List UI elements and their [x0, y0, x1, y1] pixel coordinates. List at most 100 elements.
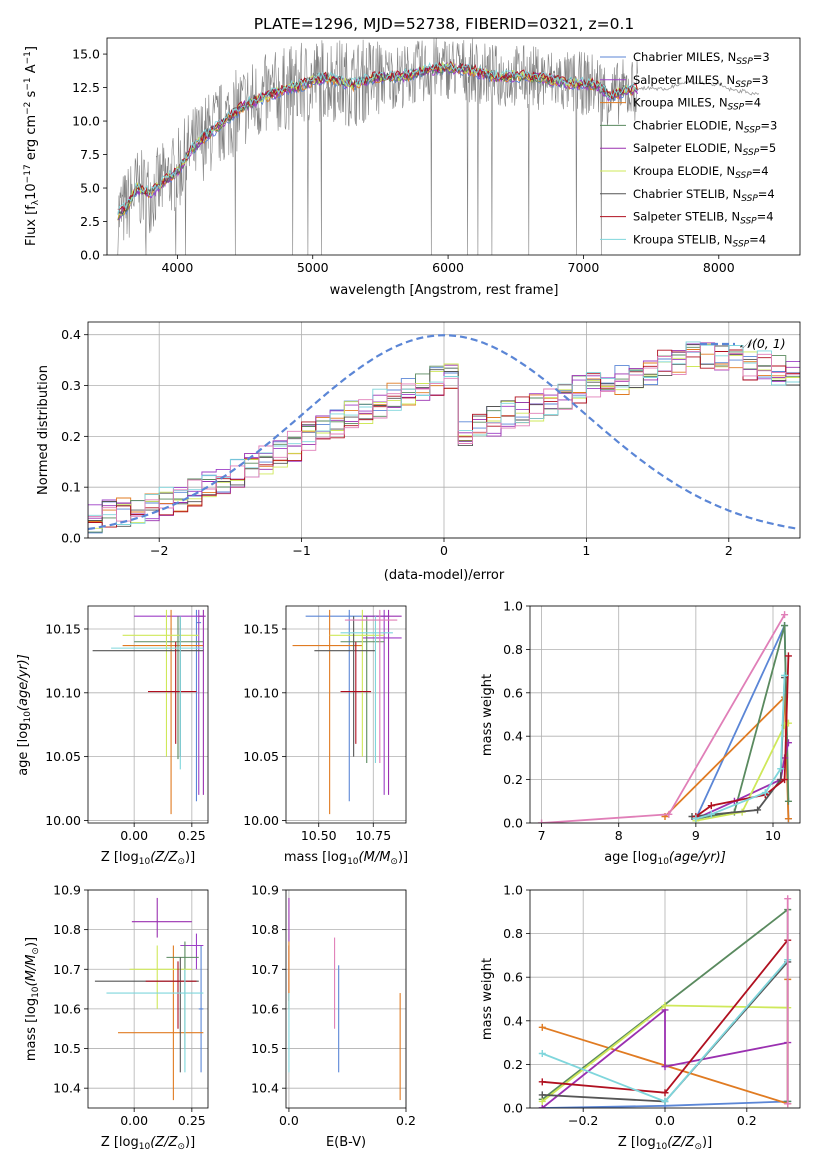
- chart-mass-vs-ebv: 0.0 0.2 10.4 10.5 10.6 10.7 10.8 10.9 E(B-V): [251, 883, 416, 1151]
- y-tick-label: 10.15: [243, 621, 279, 636]
- weight-marker: [781, 622, 789, 630]
- x-tick-label: 0.00: [120, 1113, 148, 1128]
- chart-age-vs-mass: 10.50 10.75 10.00 10.05 10.10 10.15 mass [log1…: [243, 605, 408, 867]
- x-axis-label: E(B-V): [326, 1135, 366, 1150]
- x-tick-label: 7: [538, 828, 546, 843]
- x-tick-label: −1: [292, 543, 310, 558]
- model-extension: [637, 80, 760, 96]
- y-tick-label: 10.6: [251, 1001, 279, 1016]
- x-axis-label: Z [log10(Z/Z⊙)]: [101, 1135, 195, 1152]
- x-axis-label: Z [log10(Z/Z⊙)]: [101, 850, 195, 867]
- weight-marker: [707, 810, 715, 818]
- axes-frame: [285, 889, 407, 1109]
- y-tick-label: 0.3: [61, 378, 81, 393]
- legend-entry: Kroupa STELIB, NSSP=4: [633, 232, 766, 249]
- weight-marker: [538, 1104, 546, 1108]
- weight-marker: [784, 797, 792, 805]
- axes-frame: [87, 889, 209, 1109]
- y-tick-label: 10.0: [72, 114, 100, 129]
- weight-marker: [784, 815, 792, 823]
- y-tick-label: 10.05: [45, 749, 81, 764]
- weight-marker: [665, 810, 673, 818]
- axes-frame: [106, 37, 801, 256]
- x-axis-label: Z [log10(Z/Z⊙)]: [618, 1135, 712, 1152]
- y-tick-label: 10.8: [53, 922, 81, 937]
- histogram-step: [88, 344, 800, 538]
- x-tick-label: 0.0: [655, 1113, 675, 1128]
- weight-series: [695, 675, 786, 820]
- y-tick-label: 0.0: [80, 248, 100, 263]
- plot-area: [94, 897, 204, 1101]
- weight-marker: [538, 1078, 546, 1086]
- x-tick-label: 8000: [703, 260, 735, 275]
- model-line: [117, 60, 639, 212]
- y-tick-label: 10.4: [53, 1081, 81, 1096]
- y-tick-label: 0.1: [61, 480, 81, 495]
- weight-marker: [781, 671, 789, 679]
- chart-weight-vs-Z: −0.2 0.0 0.2 0.0 0.2 0.4 0.6 0.8 1.0 Z [log10(Z/Z…: [480, 883, 801, 1152]
- y-tick-label: 0.2: [503, 1057, 523, 1072]
- observed-spectrum: [117, 38, 638, 255]
- y-tick-label: 0.0: [503, 1101, 523, 1116]
- x-tick-label: 0.25: [178, 1113, 206, 1128]
- weight-marker: [661, 1089, 669, 1097]
- weight-marker: [707, 802, 715, 810]
- y-tick-label: 0.4: [503, 1013, 523, 1028]
- weight-marker: [781, 776, 789, 784]
- plot-area: [538, 895, 792, 1108]
- histogram-step: [88, 342, 800, 538]
- x-tick-label: 0.25: [178, 828, 206, 843]
- y-tick-label: 5.0: [80, 181, 100, 196]
- legend-entry: Kroupa ELODIE, NSSP=4: [633, 164, 769, 181]
- x-tick-label: 1: [582, 543, 590, 558]
- x-tick-label: 2: [725, 543, 733, 558]
- weight-marker: [784, 895, 792, 903]
- legend-entry: Chabrier ELODIE, NSSP=3: [633, 118, 777, 135]
- x-tick-label: 10.50: [301, 828, 337, 843]
- weight-marker: [661, 1063, 669, 1071]
- plot-area: [538, 611, 792, 823]
- weight-marker: [661, 1002, 669, 1010]
- plot-area: [88, 334, 800, 538]
- y-tick-label: 10.00: [243, 813, 279, 828]
- weight-marker: [692, 815, 700, 823]
- y-tick-label: 0.8: [503, 926, 523, 941]
- y-axis-label: Normed distribution: [36, 365, 51, 495]
- chart-weight-vs-age: 7 8 9 10 0.0 0.2 0.4 0.6 0.8 1.0 age [log10(age/yr…: [480, 599, 801, 867]
- x-tick-label: 0.2: [737, 1113, 757, 1128]
- y-tick-label: 10.8: [251, 922, 279, 937]
- y-tick-label: 10.4: [251, 1081, 279, 1096]
- plot-area: [117, 38, 760, 255]
- x-axis-label: age [log10(age/yr)]: [604, 850, 726, 867]
- y-tick-label: 0.2: [61, 429, 81, 444]
- chart-age-vs-Z: 0.00 0.25 10.00 10.05 10.10 10.15 Z [log10(Z/Z…: [16, 605, 209, 867]
- legend-entry: 𝒩(0, 1): [740, 336, 786, 351]
- chart-layers: 4000 5000 6000 7000 80000.02.55.07.510.012.5…: [16, 37, 801, 1152]
- y-axis-label: Flux [fλ10−17 erg cm−2 s−1 A−1]: [23, 46, 41, 246]
- x-axis-label: mass [log10(M/M⊙)]: [284, 850, 408, 867]
- x-tick-label: 0.0: [279, 1113, 299, 1128]
- y-tick-label: 7.5: [80, 147, 100, 162]
- x-tick-label: 0.00: [120, 828, 148, 843]
- weight-marker: [761, 789, 769, 797]
- y-tick-label: 10.00: [45, 813, 81, 828]
- weight-series: [695, 625, 790, 820]
- weight-marker: [781, 611, 789, 619]
- plot-area: [92, 609, 206, 815]
- y-tick-label: 0.2: [503, 772, 523, 787]
- x-tick-label: −0.2: [568, 1113, 598, 1128]
- y-tick-label: 0.6: [503, 970, 523, 985]
- y-tick-label: 12.5: [72, 80, 100, 95]
- legend-entry: Chabrier STELIB, NSSP=4: [633, 187, 775, 204]
- axes-frame: [285, 605, 407, 824]
- legend-entry: Salpeter MILES, NSSP=3: [633, 73, 769, 90]
- gaussian-curve: [88, 334, 798, 531]
- legend-entry: Salpeter ELODIE, NSSP=5: [633, 141, 776, 158]
- weight-marker: [784, 652, 792, 660]
- y-tick-label: 10.7: [53, 962, 81, 977]
- x-tick-label: 0: [440, 543, 448, 558]
- axes-frame: [87, 605, 209, 824]
- weight-marker: [661, 1097, 669, 1105]
- y-tick-label: 0.4: [61, 327, 81, 342]
